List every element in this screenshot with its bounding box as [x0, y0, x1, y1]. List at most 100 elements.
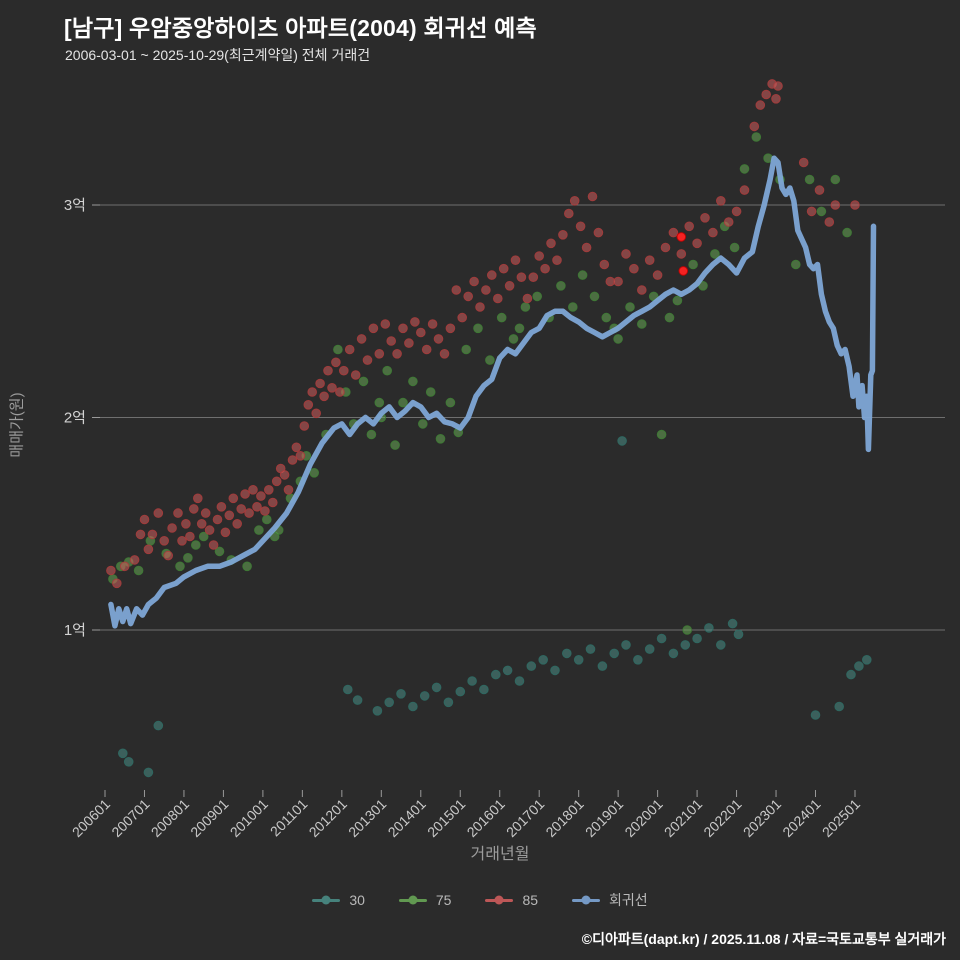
x-tick-label: 201801 [542, 796, 586, 840]
scatter-point-85 [173, 508, 183, 518]
scatter-point-30 [526, 661, 537, 671]
scatter-point-75 [333, 344, 343, 355]
legend-line-icon [485, 895, 514, 905]
chart-canvas: 1억 2억 3억 2006012007012008012009012010012011… [64, 79, 945, 840]
x-tick-label: 201401 [385, 796, 429, 840]
scatter-point-75 [804, 174, 815, 185]
scatter-point-75 [514, 323, 525, 334]
legend-dot-icon [408, 895, 418, 905]
scatter-point-85 [504, 281, 515, 291]
scatter-point-85 [463, 291, 474, 302]
scatter-point-85 [637, 285, 647, 295]
scatter-point-85 [196, 519, 207, 529]
scatter-point-30 [810, 710, 821, 720]
legend-item-회귀선: 회귀선 [572, 890, 648, 910]
scatter-point-85 [232, 519, 242, 529]
scatter-point-85 [850, 200, 860, 210]
scatter-point-75 [408, 376, 418, 387]
scatter-point-85 [528, 272, 539, 283]
legend-label: 85 [522, 892, 539, 908]
scatter-point-30 [123, 757, 134, 767]
scatter-point-85 [613, 276, 623, 287]
scatter-point-30 [419, 691, 430, 701]
scatter-point-30 [633, 655, 643, 665]
scatter-point-85 [481, 285, 491, 295]
scatter-point-30 [443, 697, 454, 708]
scatter-point-85 [147, 529, 158, 540]
scatter-point-30 [352, 695, 363, 705]
scatter-point-85 [311, 408, 322, 419]
scatter-point-30 [502, 665, 513, 676]
scatter-point-75 [816, 206, 827, 217]
scatter-point-75 [577, 270, 588, 280]
scatter-point-85 [350, 370, 361, 380]
x-tick-label: 201601 [464, 796, 508, 840]
scatter-point-75 [366, 429, 377, 440]
scatter-point-85 [268, 497, 278, 508]
scatter-point-85 [398, 323, 408, 334]
scatter-point-85 [433, 334, 444, 344]
scatter-point-85 [153, 508, 164, 518]
scatter-point-85 [163, 550, 173, 561]
scatter-point-85 [510, 255, 521, 266]
scatter-point-75 [133, 565, 144, 576]
scatter-point-75 [613, 334, 623, 344]
scatter-point-85 [599, 259, 610, 270]
legend-line-icon [572, 895, 601, 905]
scatter-point-30 [727, 618, 738, 629]
scatter-point-85 [106, 565, 116, 576]
regression-line [108, 155, 877, 629]
scatter-point-85 [410, 317, 420, 327]
scatter-point-85 [700, 213, 710, 223]
scatter-point-85 [216, 502, 227, 512]
scatter-point-30 [573, 655, 584, 665]
scatter-point-75 [496, 312, 507, 323]
scatter-point-75 [520, 302, 531, 312]
legend-dot-icon [581, 895, 591, 905]
scatter-point-85 [416, 327, 426, 338]
scatter-point-85 [487, 270, 497, 280]
scatter-point-85 [564, 208, 574, 219]
scatter-point-85 [392, 349, 402, 359]
scatter-point-85 [291, 442, 302, 453]
scatter-point-75 [175, 561, 185, 572]
x-tick-label: 200801 [148, 796, 192, 840]
scatter-point-75 [556, 281, 566, 291]
scatter-point-85 [228, 493, 239, 504]
legend-item-30: 30 [312, 892, 365, 908]
scatter-point-85 [356, 334, 367, 344]
scatter-point-85 [129, 555, 140, 565]
scatter-point-85 [749, 121, 760, 132]
scatter-point-85 [469, 276, 479, 287]
scatter-point-85 [421, 344, 432, 355]
scatter-point-85 [236, 504, 246, 514]
scatter-point-85 [283, 485, 294, 495]
scatter-point-75 [242, 561, 252, 572]
scatter-point-85 [200, 508, 211, 518]
scatter-point-30 [372, 706, 383, 716]
scatter-point-75 [254, 525, 264, 535]
scatter-point-85 [629, 263, 639, 274]
scatter-point-85 [220, 527, 231, 538]
scatter-point-85 [806, 206, 817, 217]
x-tick-label: 202501 [819, 796, 863, 840]
scatter-point-85 [167, 523, 177, 533]
scatter-point-75 [739, 164, 750, 174]
scatter-point-85 [380, 319, 391, 329]
scatter-point-85 [676, 249, 687, 259]
scatter-point-85 [287, 455, 298, 465]
scatter-point-85 [684, 221, 695, 232]
scatter-point-30 [153, 720, 164, 731]
scatter-point-75 [688, 259, 698, 270]
scatter-point-85 [135, 529, 146, 540]
legend-line-icon [312, 895, 341, 905]
scatter-point-85 [731, 206, 742, 217]
scatter-point-30 [118, 748, 128, 759]
scatter-point-85 [652, 270, 663, 280]
scatter-point-75 [637, 319, 647, 329]
scatter-point-85 [621, 249, 631, 259]
legend-item-75: 75 [398, 892, 451, 908]
scatter-point-85 [761, 89, 772, 100]
x-tick-label: 200901 [187, 796, 231, 840]
x-tick-label: 201701 [503, 796, 547, 840]
